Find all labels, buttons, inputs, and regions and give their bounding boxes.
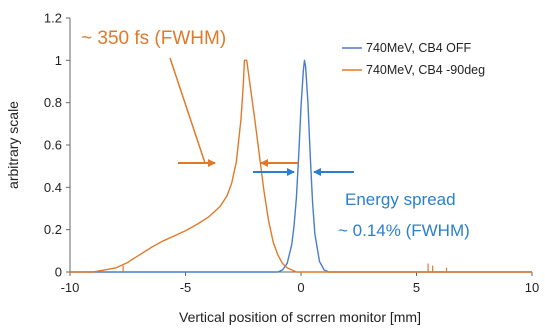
- x-axis-title: Vertical position of scrren monitor [mm]: [179, 309, 421, 325]
- annotation-energy-spread: Energy spread: [345, 190, 456, 209]
- y-axis-title: arbitrary scale: [5, 101, 21, 189]
- x-tick-label: -5: [180, 280, 192, 295]
- y-tick-label: 0.4: [44, 180, 62, 195]
- y-tick-label: 0.2: [44, 222, 62, 237]
- annotation-energy-spread-value: ~ 0.14% (FWHM): [338, 221, 470, 240]
- series-line-cb4-off: [70, 59, 532, 273]
- y-tick-label: 1: [55, 53, 62, 68]
- y-tick-label: 0.8: [44, 95, 62, 110]
- y-ticks: 0 0.2 0.4 0.6 0.8 1 1.2: [44, 11, 70, 280]
- y-tick-label: 0: [55, 265, 62, 280]
- y-tick-label: 0.6: [44, 138, 62, 153]
- x-tick-label: 0: [297, 280, 304, 295]
- x-tick-label: 5: [413, 280, 420, 295]
- series-line-cb4-90deg: [70, 59, 532, 273]
- legend-label-cb4-off: 740MeV, CB4 OFF: [366, 41, 472, 55]
- legend-label-cb4-90deg: 740MeV, CB4 -90deg: [366, 63, 485, 77]
- y-tick-label: 1.2: [44, 11, 62, 26]
- x-tick-label: 10: [525, 280, 539, 295]
- x-tick-label: -10: [61, 280, 80, 295]
- annotation-bunch-length-leader: [169, 57, 206, 164]
- annotation-bunch-length: ~ 350 fs (FWHM): [81, 28, 226, 49]
- series-layer: [70, 59, 532, 273]
- legend: 740MeV, CB4 OFF 740MeV, CB4 -90deg: [342, 41, 485, 77]
- x-ticks: -10 -5 0 5 10: [61, 272, 539, 295]
